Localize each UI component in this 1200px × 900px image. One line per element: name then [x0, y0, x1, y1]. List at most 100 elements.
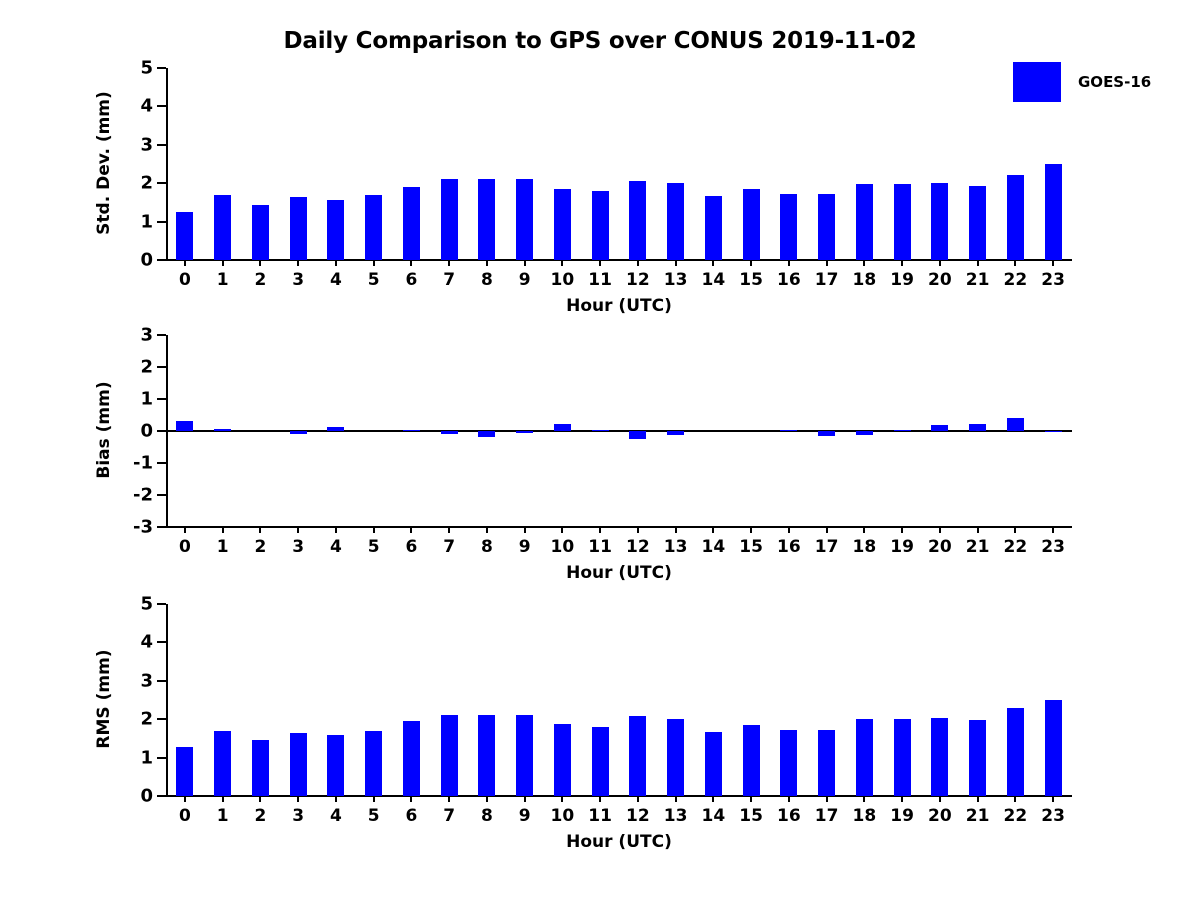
x-tick-label: 17: [814, 537, 839, 557]
x-tick-mark: [372, 795, 375, 802]
bar: [553, 188, 571, 260]
x-tick-mark: [334, 259, 337, 266]
bar: [855, 431, 873, 436]
x-tick-label: 14: [701, 806, 726, 826]
y-tick-label: 5: [140, 593, 153, 615]
x-tick-mark: [712, 259, 715, 266]
x-tick-mark: [561, 526, 564, 533]
x-tick-label: 2: [254, 270, 267, 290]
x-tick-label: 1: [216, 806, 229, 826]
bar: [478, 431, 496, 437]
x-tick-label: 23: [1041, 537, 1065, 557]
x-tick-label: 13: [663, 537, 688, 557]
bar: [742, 189, 760, 260]
x-tick-label: 20: [928, 537, 952, 557]
x-tick-mark: [297, 795, 300, 802]
x-tick-mark: [1014, 259, 1017, 266]
bar: [818, 729, 836, 796]
x-tick-mark: [410, 526, 413, 533]
bar: [855, 719, 873, 796]
bar: [780, 430, 798, 432]
x-tick-mark: [183, 259, 186, 266]
x-tick-label: 16: [777, 537, 801, 557]
legend-label-goes16: GOES-16: [1078, 73, 1152, 91]
y-tick-mark: [157, 603, 166, 605]
y-tick-mark: [157, 462, 166, 464]
x-tick-label: 11: [588, 806, 612, 826]
y-tick-mark: [157, 259, 166, 261]
bar: [818, 431, 836, 436]
x-tick-label: 15: [739, 270, 763, 290]
x-tick-label: 20: [928, 806, 952, 826]
x-tick-label: 3: [292, 270, 305, 290]
bar: [667, 183, 685, 260]
x-tick-mark: [599, 259, 602, 266]
x-tick-mark: [750, 259, 753, 266]
y-tick-label: 3: [140, 134, 153, 156]
x-axis-line: [166, 259, 1072, 261]
y-tick-label: 4: [140, 95, 153, 117]
bar: [289, 431, 307, 434]
x-tick-label: 6: [405, 806, 418, 826]
bar: [893, 183, 911, 260]
y-tick-label: -1: [133, 452, 153, 474]
x-tick-label: 19: [890, 806, 914, 826]
x-tick-label: 2: [254, 806, 267, 826]
y-tick-mark: [157, 756, 166, 759]
x-tick-mark: [1014, 526, 1017, 533]
x-tick-label: 12: [626, 270, 650, 290]
bar: [780, 729, 798, 796]
y-tick-mark: [157, 143, 166, 146]
x-tick-mark: [221, 526, 224, 533]
x-tick-label: 9: [518, 537, 531, 557]
y-tick-label: 2: [140, 708, 153, 730]
bar: [1006, 174, 1024, 260]
x-tick-mark: [1052, 526, 1055, 533]
x-tick-label: 5: [367, 270, 380, 290]
x-tick-mark: [825, 795, 828, 802]
x-tick-mark: [1052, 795, 1055, 802]
x-tick-mark: [901, 795, 904, 802]
bar: [176, 421, 194, 431]
x-tick-label: 9: [518, 270, 531, 290]
x-tick-label: 3: [292, 806, 305, 826]
y-tick-mark: [157, 182, 166, 185]
bar: [214, 730, 232, 796]
y-tick-mark: [157, 430, 166, 432]
x-tick-mark: [787, 259, 790, 266]
x-axis-title: Hour (UTC): [566, 296, 672, 316]
x-tick-mark: [1014, 795, 1017, 802]
x-tick-label: 21: [965, 270, 990, 290]
bar: [402, 720, 420, 796]
bar: [176, 746, 194, 796]
bar: [440, 714, 458, 796]
x-tick-label: 1: [216, 537, 229, 557]
x-tick-label: 19: [890, 537, 914, 557]
bar: [1006, 417, 1024, 431]
x-tick-label: 5: [367, 806, 380, 826]
bar: [704, 731, 722, 796]
x-tick-mark: [523, 259, 526, 266]
bar: [931, 183, 949, 260]
x-tick-mark: [1052, 259, 1055, 266]
x-tick-mark: [750, 795, 753, 802]
y-tick-label: 1: [140, 211, 153, 233]
x-tick-label: 16: [777, 270, 801, 290]
x-axis-title: Hour (UTC): [566, 832, 672, 852]
bar: [780, 194, 798, 260]
bar: [478, 179, 496, 260]
x-tick-mark: [750, 526, 753, 533]
y-tick-label: 2: [140, 356, 153, 378]
figure-title: Daily Comparison to GPS over CONUS 2019-…: [283, 28, 917, 54]
bar: [667, 431, 685, 435]
x-tick-label: 10: [550, 270, 575, 290]
panel-std-dev: 0 1 2 3 4 5 0 1 2 3 4 5 6 7 8 9 10 11 12 13 14 15 16 17 18 19 20 21…: [94, 58, 1072, 316]
x-tick-mark: [863, 795, 866, 802]
bar: [969, 186, 987, 260]
y-tick-label: 0: [140, 249, 153, 271]
bar: [742, 724, 760, 796]
x-tick-mark: [674, 259, 677, 266]
bar: [251, 740, 269, 796]
x-tick-label: 22: [1003, 537, 1028, 557]
